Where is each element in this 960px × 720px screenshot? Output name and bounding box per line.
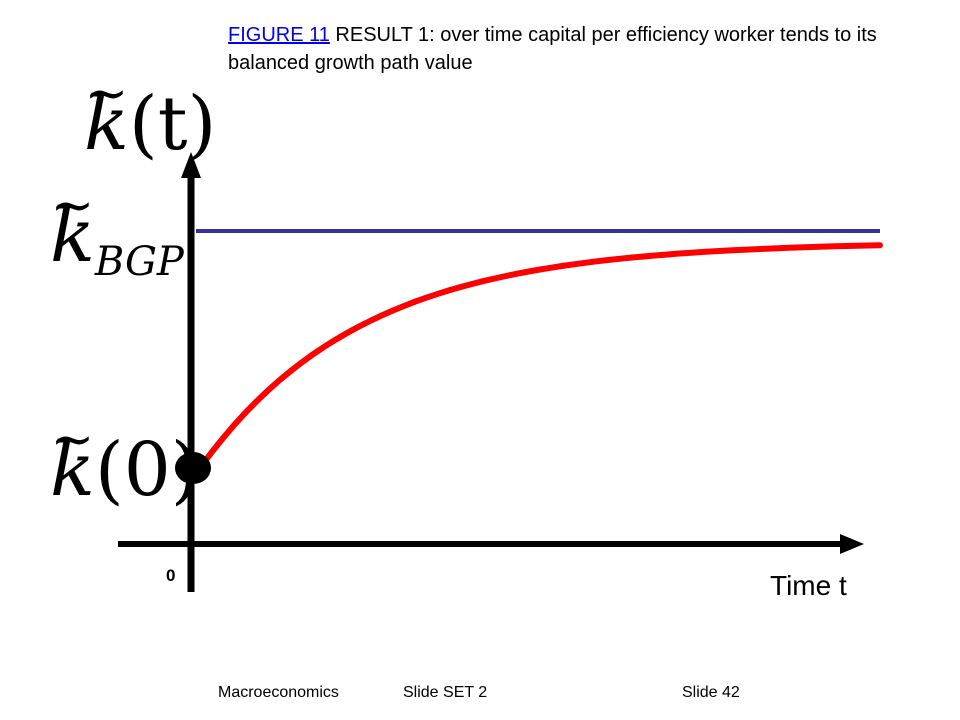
caption-text: RESULT 1: over time capital per efficien… (228, 24, 877, 74)
y-axis-arg: (t) (128, 81, 217, 167)
x-axis-label: Time t (770, 570, 847, 601)
tilde-mark: ~ (50, 410, 95, 470)
figure-link[interactable]: FIGURE 11 (228, 24, 330, 46)
initial-value-label: ~ k(0) (50, 410, 200, 513)
y-axis-arrowhead (181, 152, 201, 178)
initial-var: ~ k (50, 410, 95, 513)
bgp-var-letter: k (50, 193, 95, 279)
y-axis-label: ~ k(t) (84, 64, 217, 167)
initial-var-letter: k (50, 427, 95, 513)
tilde-mark: ~ (50, 176, 95, 236)
footer-slide-number: Slide 42 (682, 684, 740, 701)
slide-footer: Macroeconomics Slide SET 2 Slide 42 (0, 684, 960, 708)
origin-label: 0 (166, 566, 176, 585)
footer-slide-set: Slide SET 2 (403, 684, 488, 701)
y-axis-var-letter: k (84, 81, 129, 167)
x-axis-arrowhead (840, 534, 864, 554)
y-axis-var: ~ k (84, 64, 129, 167)
bgp-var: ~ k (50, 176, 95, 279)
tilde-mark: ~ (84, 64, 129, 124)
footer-course: Macroeconomics (218, 684, 339, 701)
figure-caption: FIGURE 11 RESULT 1: over time capital pe… (228, 21, 928, 77)
initial-arg: (0) (94, 427, 200, 513)
bgp-subscript: BGP (94, 239, 184, 285)
capital-path-curve (197, 242, 883, 471)
bgp-label: ~ kBGP (50, 176, 184, 302)
initial-point-dot (175, 452, 211, 484)
